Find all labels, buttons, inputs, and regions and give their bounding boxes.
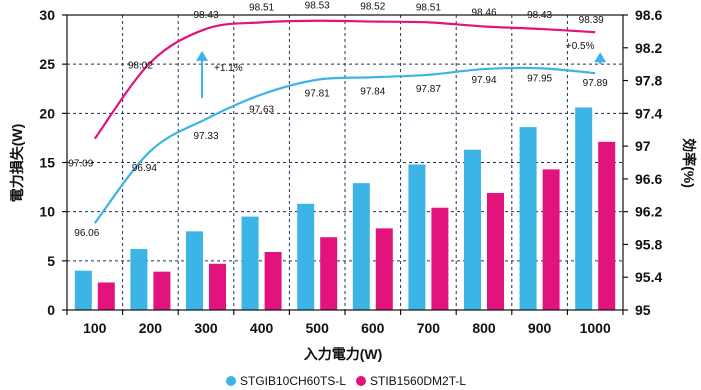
- tick-label-x: 500: [306, 320, 330, 336]
- data-label-stib1560dm2t-l: 98.51: [249, 2, 274, 13]
- efficiency-line-stib1560dm2t-l: [93, 19, 596, 140]
- tick-labels: 0 5 10 15 20 25 30 95 95.4 95.8 96.2 96.6 97 97.4 97.8…: [39, 7, 662, 336]
- data-label-stgib10ch60ts-l: 97.81: [305, 89, 330, 100]
- data-label-stib1560dm2t-l: 98.43: [527, 10, 552, 21]
- data-label-stgib10ch60ts-l: 97.89: [583, 78, 608, 89]
- tick-label-right: 97.4: [635, 105, 662, 121]
- bar-stib1560dm2t-l: [97, 282, 115, 310]
- tick-label-right: 98.2: [635, 40, 662, 56]
- data-label-stgib10ch60ts-l: 97.84: [360, 86, 385, 97]
- tick-label-right: 98.6: [635, 7, 662, 23]
- x-axis-title: 入力電力(W): [304, 346, 383, 362]
- bar-stib1560dm2t-l: [209, 263, 226, 310]
- tick-label-left: 15: [39, 155, 55, 171]
- tick-label-right: 97: [635, 138, 651, 154]
- bar-stib1560dm2t-l: [264, 251, 282, 310]
- tick-label-x: 200: [139, 320, 163, 336]
- bar-stgib10ch60ts-l: [74, 270, 92, 310]
- data-label-stib1560dm2t-l: 98.46: [471, 7, 496, 18]
- tick-label-right: 95: [635, 302, 651, 318]
- bar-stgib10ch60ts-l: [519, 127, 537, 310]
- tick-label-left: 0: [47, 302, 55, 318]
- bar-stib1560dm2t-l: [487, 192, 504, 310]
- tick-label-left: 10: [39, 204, 55, 220]
- tick-label-x: 300: [194, 320, 218, 336]
- tick-label-left: 5: [47, 253, 55, 269]
- bar-stgib10ch60ts-l: [575, 107, 593, 310]
- tick-label-x: 1000: [580, 320, 611, 336]
- bar-stgib10ch60ts-l: [352, 183, 370, 310]
- bar-stib1560dm2t-l: [431, 207, 449, 310]
- data-label-stib1560dm2t-l: 98.43: [193, 10, 218, 21]
- data-label-stib1560dm2t-l: 98.52: [360, 2, 385, 13]
- annotation-arrow-head: [594, 52, 607, 63]
- annotation-label: +0.5%: [566, 41, 595, 52]
- data-label-stgib10ch60ts-l: 97.63: [249, 104, 274, 115]
- bars: [74, 107, 616, 310]
- tick-label-x: 600: [361, 320, 385, 336]
- data-label-stib1560dm2t-l: 98.51: [416, 2, 441, 13]
- annotation-arrow-head: [196, 50, 208, 61]
- bar-stgib10ch60ts-l: [186, 231, 203, 310]
- tick-label-right: 97.8: [635, 73, 662, 89]
- data-label-stib1560dm2t-l: 97.09: [68, 159, 93, 170]
- tick-label-right: 95.8: [635, 236, 662, 252]
- tick-label-x: 900: [528, 320, 552, 336]
- efficiency-lines: [93, 19, 596, 224]
- tick-label-left: 25: [39, 56, 55, 72]
- bar-stib1560dm2t-l: [542, 169, 560, 310]
- bar-stib1560dm2t-l: [153, 271, 171, 310]
- tick-label-right: 96.6: [635, 171, 662, 187]
- tick-label-x: 800: [472, 320, 496, 336]
- legend-label-stgib10ch60ts-l: STGIB10CH60TS-L: [240, 374, 346, 388]
- tick-label-x: 400: [250, 320, 274, 336]
- legend: STGIB10CH60TS-L STIB1560DM2T-L: [226, 374, 466, 388]
- axes: [62, 14, 628, 315]
- legend-label-stib1560dm2t-l: STIB1560DM2T-L: [370, 374, 466, 388]
- data-labels: 97.09 98.02 98.43 98.51 98.53 98.52 98.51 98.46…: [68, 1, 608, 239]
- data-label-stgib10ch60ts-l: 96.06: [74, 228, 99, 239]
- tick-label-left: 30: [39, 7, 55, 23]
- tick-label-right: 96.2: [635, 204, 662, 220]
- data-label-stgib10ch60ts-l: 97.33: [193, 131, 218, 142]
- legend-marker-stgib10ch60ts-l: [226, 376, 236, 386]
- tick-label-right: 95.4: [635, 269, 662, 285]
- data-label-stib1560dm2t-l: 98.39: [579, 15, 604, 26]
- bar-stgib10ch60ts-l: [130, 249, 148, 310]
- annotation-label: +1.1%: [214, 63, 243, 74]
- data-label-stgib10ch60ts-l: 97.95: [527, 73, 552, 84]
- data-label-stib1560dm2t-l: 98.53: [305, 1, 330, 12]
- data-label-stib1560dm2t-l: 98.02: [128, 61, 153, 72]
- efficiency-line-stgib10ch60ts-l: [93, 66, 596, 224]
- bar-stgib10ch60ts-l: [408, 164, 426, 310]
- bar-stgib10ch60ts-l: [464, 149, 481, 310]
- legend-marker-stib1560dm2t-l: [356, 376, 366, 386]
- right-axis-title: 効率(%): [681, 138, 697, 188]
- data-label-stgib10ch60ts-l: 96.94: [132, 163, 157, 174]
- data-label-stgib10ch60ts-l: 97.87: [416, 84, 441, 95]
- tick-label-x: 700: [417, 320, 441, 336]
- bar-stgib10ch60ts-l: [297, 203, 315, 310]
- tick-label-left: 20: [39, 105, 55, 121]
- bar-stib1560dm2t-l: [375, 228, 393, 310]
- tick-label-x: 100: [83, 320, 107, 336]
- bar-stgib10ch60ts-l: [241, 216, 259, 310]
- left-axis-title: 電力損失(W): [9, 124, 25, 203]
- data-label-stgib10ch60ts-l: 97.94: [471, 75, 496, 86]
- bar-stib1560dm2t-l: [320, 237, 338, 310]
- grid: [67, 15, 623, 310]
- bar-stib1560dm2t-l: [598, 141, 616, 310]
